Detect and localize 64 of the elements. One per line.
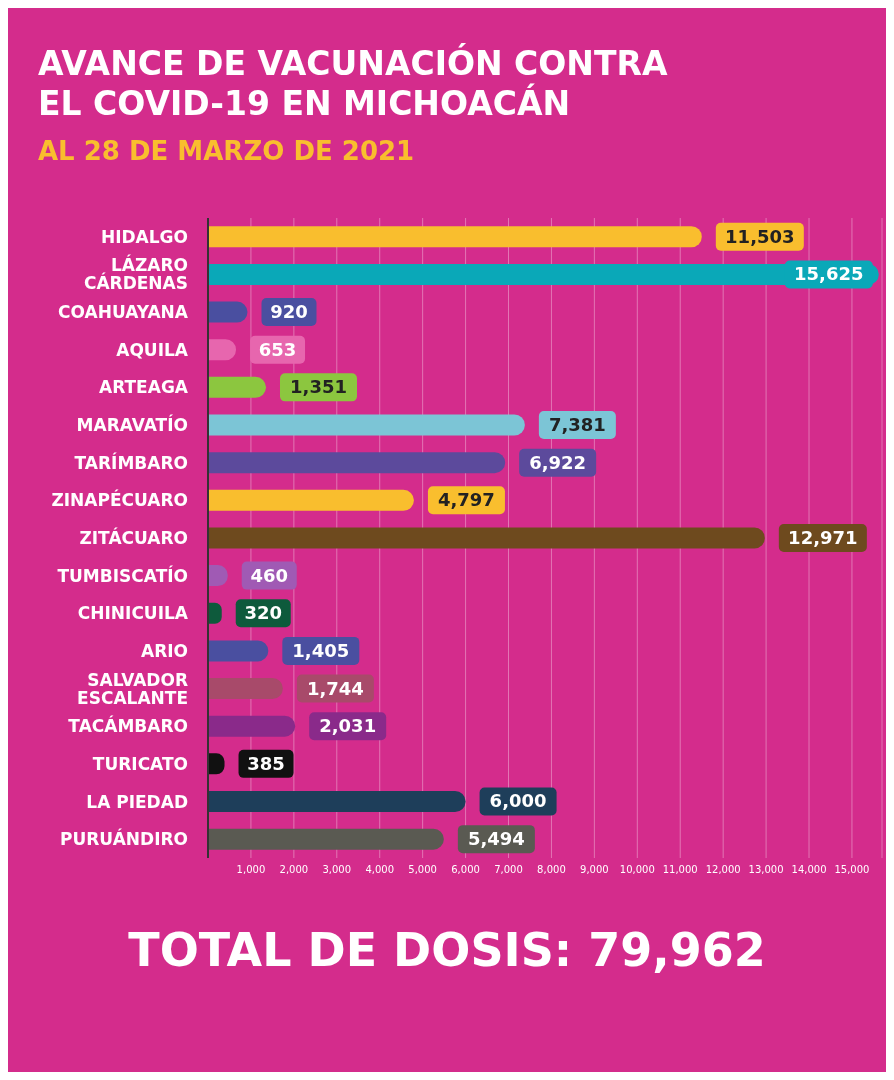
y-tick-label: TARÍMBARO xyxy=(74,451,188,473)
data-label: 6,922 xyxy=(529,451,587,473)
x-tick-label: 6,000 xyxy=(451,864,480,876)
x-tick-label: 12,000 xyxy=(705,864,741,876)
bar xyxy=(208,452,506,474)
x-tick-label: 9,000 xyxy=(580,864,609,876)
data-label: 11,503 xyxy=(725,225,795,247)
bar xyxy=(208,226,702,248)
x-tick-label: 10,000 xyxy=(619,864,655,876)
y-tick-label: TURICATO xyxy=(92,753,188,774)
data-label: 4,797 xyxy=(437,489,495,511)
x-tick-label: 13,000 xyxy=(748,864,784,876)
data-label: 653 xyxy=(258,338,297,360)
y-tick-label: ARTEAGA xyxy=(99,377,189,398)
y-tick-label: CHINICUILA xyxy=(77,603,189,624)
bar xyxy=(208,376,266,398)
x-tick-label: 15,000 xyxy=(834,864,870,876)
x-tick-label: 7,000 xyxy=(494,864,523,876)
x-tick-label: 8,000 xyxy=(537,864,566,876)
data-label: 6,000 xyxy=(489,790,547,812)
bar xyxy=(208,790,466,812)
text: TOTAL DE DOSIS: 79,962 xyxy=(127,923,767,977)
data-label: 460 xyxy=(250,564,289,586)
x-tick-label: 2,000 xyxy=(279,864,309,876)
y-tick-label: MARAVATÍO xyxy=(76,414,188,436)
bar xyxy=(208,828,444,850)
y-tick-label: LÁZARO CÁRDENAS xyxy=(83,254,188,294)
x-tick-label: 4,000 xyxy=(365,864,395,876)
y-tick-label: LA PIEDAD xyxy=(86,791,188,812)
data-label: 320 xyxy=(244,602,283,624)
x-tick-label: 5,000 xyxy=(408,864,437,876)
data-label: 2,031 xyxy=(319,715,377,737)
bar xyxy=(208,527,765,549)
data-label: 7,381 xyxy=(548,414,606,436)
bar xyxy=(208,301,248,323)
chart-subtitle: AL 28 DE MARZO DE 2021 xyxy=(38,136,415,166)
data-label: 1,351 xyxy=(290,376,347,398)
x-tick-label: 3,000 xyxy=(322,864,352,876)
y-tick-label: ARIO xyxy=(140,640,188,661)
y-tick-label: ZITÁCUARO xyxy=(79,527,188,548)
data-label: 1,744 xyxy=(306,677,364,699)
x-tick-label: 14,000 xyxy=(791,864,827,876)
y-tick-label: ZINAPÉCUARO xyxy=(51,489,188,511)
data-label: 12,971 xyxy=(788,526,858,548)
y-tick-label: COAHUAYANA xyxy=(58,302,189,323)
y-tick-label: TUMBISCATÍO xyxy=(57,564,188,586)
y-tick-label: HIDALGO xyxy=(100,226,188,247)
y-tick-label: PURUÁNDIRO xyxy=(60,828,188,850)
bar xyxy=(208,414,525,436)
chart-title: AVANCE DE VACUNACIÓN CONTRA EL COVID-19 EN MICHOACÁN xyxy=(38,44,669,124)
bar xyxy=(208,640,269,662)
x-tick-label: 11,000 xyxy=(662,864,698,876)
y-tick-label: TACÁMBARO xyxy=(68,715,188,737)
data-label: 920 xyxy=(270,301,308,323)
y-tick-label: AQUILA xyxy=(116,339,189,360)
data-label: 5,494 xyxy=(467,828,525,850)
data-label: 15,625 xyxy=(794,263,864,285)
bar xyxy=(208,489,414,511)
x-tick-label: 1,000 xyxy=(236,864,266,876)
data-label: 1,405 xyxy=(292,639,350,661)
data-label: 385 xyxy=(247,752,285,774)
y-tick-label: SALVADOR ESCALANTE xyxy=(77,669,188,708)
bar xyxy=(208,678,283,700)
bar xyxy=(208,715,296,737)
